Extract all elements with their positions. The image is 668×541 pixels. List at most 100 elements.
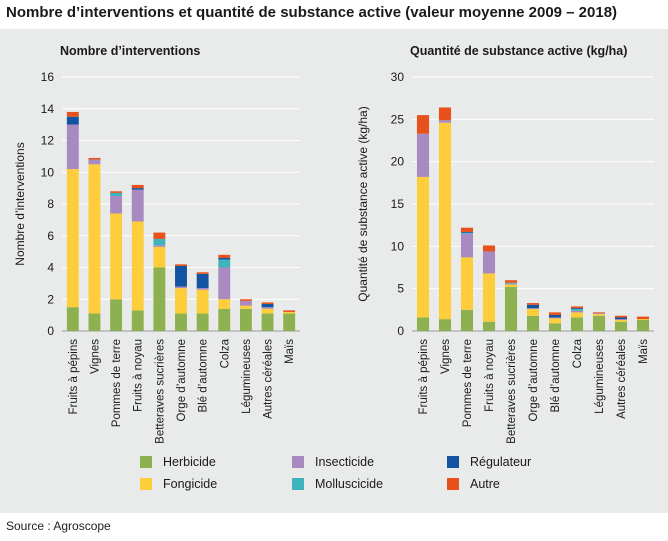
bar-1-6-herbicide xyxy=(548,323,562,331)
legend-label-molluscicide: Molluscicide xyxy=(315,477,383,491)
bar-1-0-insecticide xyxy=(416,133,430,177)
bar-0-8-insecticide xyxy=(239,300,252,306)
bar-0-5-autre xyxy=(175,264,187,266)
bar-0-3-régulateur xyxy=(131,188,144,190)
bar-0-7-fongicide xyxy=(218,299,231,309)
bar-0-4-molluscicide xyxy=(153,238,166,246)
bar-1-9-insecticide xyxy=(614,319,628,320)
bar-0-8-herbicide xyxy=(239,308,252,331)
bar-0-8-fongicide xyxy=(239,305,252,309)
bar-1-4-autre xyxy=(504,280,518,283)
bar-0-7-molluscicide xyxy=(218,259,231,268)
chart-1-ytick-label: 0 xyxy=(397,324,404,338)
bar-0-6-régulateur xyxy=(196,273,209,289)
bar-1-9-autre xyxy=(614,315,628,318)
bar-1-2-autre xyxy=(460,227,474,232)
chart-0-category-label: Colza xyxy=(219,338,231,368)
legend-swatch-régulateur xyxy=(447,456,459,468)
legend-swatch-insecticide xyxy=(292,456,304,468)
charts-svg: Nombre d’interventions 0 2 4 6 8 10 12 14 16 Nombr… xyxy=(13,44,654,491)
bar-1-6-fongicide xyxy=(548,318,562,324)
bar-0-0-autre xyxy=(66,111,79,117)
bar-0-9-fongicide xyxy=(261,308,274,314)
chart-1-category-label: Pommes de terre xyxy=(462,339,474,427)
chart-0-ytick-label: 2 xyxy=(47,292,54,306)
chart-0-title: Nombre d’interventions xyxy=(60,44,200,58)
legend-label-fongicide: Fongicide xyxy=(163,477,217,491)
chart-1-category-label: Blé d’automne xyxy=(550,339,562,413)
chart-0-category-label: Autres céréales xyxy=(263,339,275,419)
bar-0-7-herbicide xyxy=(218,308,231,331)
bar-1-9-herbicide xyxy=(614,321,628,331)
bar-1-3-fongicide xyxy=(482,273,496,322)
bar-0-1-herbicide xyxy=(88,313,101,331)
bar-1-4-herbicide xyxy=(504,286,518,331)
bar-0-6-insecticide xyxy=(196,288,209,290)
chart-0-category-label: Blé d’automne xyxy=(198,339,210,413)
bar-1-10-autre xyxy=(636,316,650,320)
chart-1-ylabel: Quantité de substance active (kg/ha) xyxy=(356,106,370,301)
bar-0-8-autre xyxy=(239,299,252,301)
legend-swatch-autre xyxy=(447,478,459,490)
bar-0-0-herbicide xyxy=(66,307,79,331)
bar-0-9-autre xyxy=(261,302,274,305)
bar-1-0-autre xyxy=(416,115,430,134)
bar-1-8-fongicide xyxy=(592,314,606,316)
bar-1-7-herbicide xyxy=(570,317,584,331)
chart-0-category-label: Vignes xyxy=(89,339,101,374)
bar-1-4-molluscicide xyxy=(504,282,518,284)
bar-0-1-fongicide xyxy=(88,164,101,314)
legend-label-régulateur: Régulateur xyxy=(470,455,531,469)
chart-1-category-label: Betteraves sucrières xyxy=(506,339,518,444)
bar-1-7-fongicide xyxy=(570,312,584,318)
bar-1-6-insecticide xyxy=(548,317,562,319)
legend-swatch-molluscicide xyxy=(292,478,304,490)
chart-panel: Nombre d’interventions 0 2 4 6 8 10 12 14 16 Nombr… xyxy=(0,29,668,513)
bar-1-7-autre xyxy=(570,306,584,309)
legend-label-insecticide: Insecticide xyxy=(315,455,374,469)
chart-1-category-label: Orge d’automne xyxy=(528,339,540,421)
bar-0-3-insecticide xyxy=(131,189,144,222)
chart-1-category-label: Fruits à noyau xyxy=(484,339,496,412)
bar-1-2-molluscicide xyxy=(460,232,474,234)
chart-1-category-label: Vignes xyxy=(440,339,452,374)
bar-1-3-autre xyxy=(482,245,496,252)
bar-0-2-herbicide xyxy=(110,299,123,331)
chart-0-ytick-label: 4 xyxy=(47,261,54,275)
chart-0-category-label: Pommes de terre xyxy=(111,339,123,427)
bar-0-3-autre xyxy=(131,184,144,189)
bar-1-1-herbicide xyxy=(438,319,452,331)
bar-1-4-insecticide xyxy=(504,283,518,285)
bar-0-2-insecticide xyxy=(110,196,123,214)
bar-1-1-autre xyxy=(438,107,452,121)
bar-0-9-herbicide xyxy=(261,313,274,331)
bar-1-10-fongicide xyxy=(636,319,650,320)
bar-1-8-autre xyxy=(592,312,606,314)
bar-1-5-fongicide xyxy=(526,308,540,316)
bar-0-4-insecticide xyxy=(153,245,166,247)
bar-0-5-fongicide xyxy=(175,288,187,314)
bar-1-1-insecticide xyxy=(438,120,452,123)
bar-0-5-régulateur xyxy=(175,265,187,287)
legend-label-autre: Autre xyxy=(470,477,500,491)
bar-0-9-régulateur xyxy=(261,304,274,308)
bar-1-4-fongicide xyxy=(504,284,518,287)
chart-0-ytick-label: 14 xyxy=(41,102,55,116)
chart-1-ytick-label: 30 xyxy=(391,70,405,84)
bar-0-10-fongicide xyxy=(283,311,296,314)
chart-1-title: Quantité de substance active (kg/ha) xyxy=(410,44,627,58)
bar-1-8-insecticide xyxy=(592,313,606,315)
bar-1-5-herbicide xyxy=(526,315,540,331)
bar-0-7-autre xyxy=(218,254,231,258)
chart-1-category-label: Maïs xyxy=(638,339,650,364)
chart-1-ytick-label: 10 xyxy=(391,239,405,253)
bar-0-6-fongicide xyxy=(196,289,209,314)
chart-0-ylabel: Nombre d’interventions xyxy=(13,142,27,265)
chart-0-ytick-label: 16 xyxy=(41,70,55,84)
bar-0-10-herbicide xyxy=(283,313,296,331)
bar-0-1-insecticide xyxy=(88,159,101,165)
chart-0-ytick-label: 10 xyxy=(41,165,55,179)
bar-1-3-insecticide xyxy=(482,251,496,274)
chart-1-category-label: Légumineuses xyxy=(594,339,606,414)
chart-0-ytick-label: 6 xyxy=(47,229,54,243)
